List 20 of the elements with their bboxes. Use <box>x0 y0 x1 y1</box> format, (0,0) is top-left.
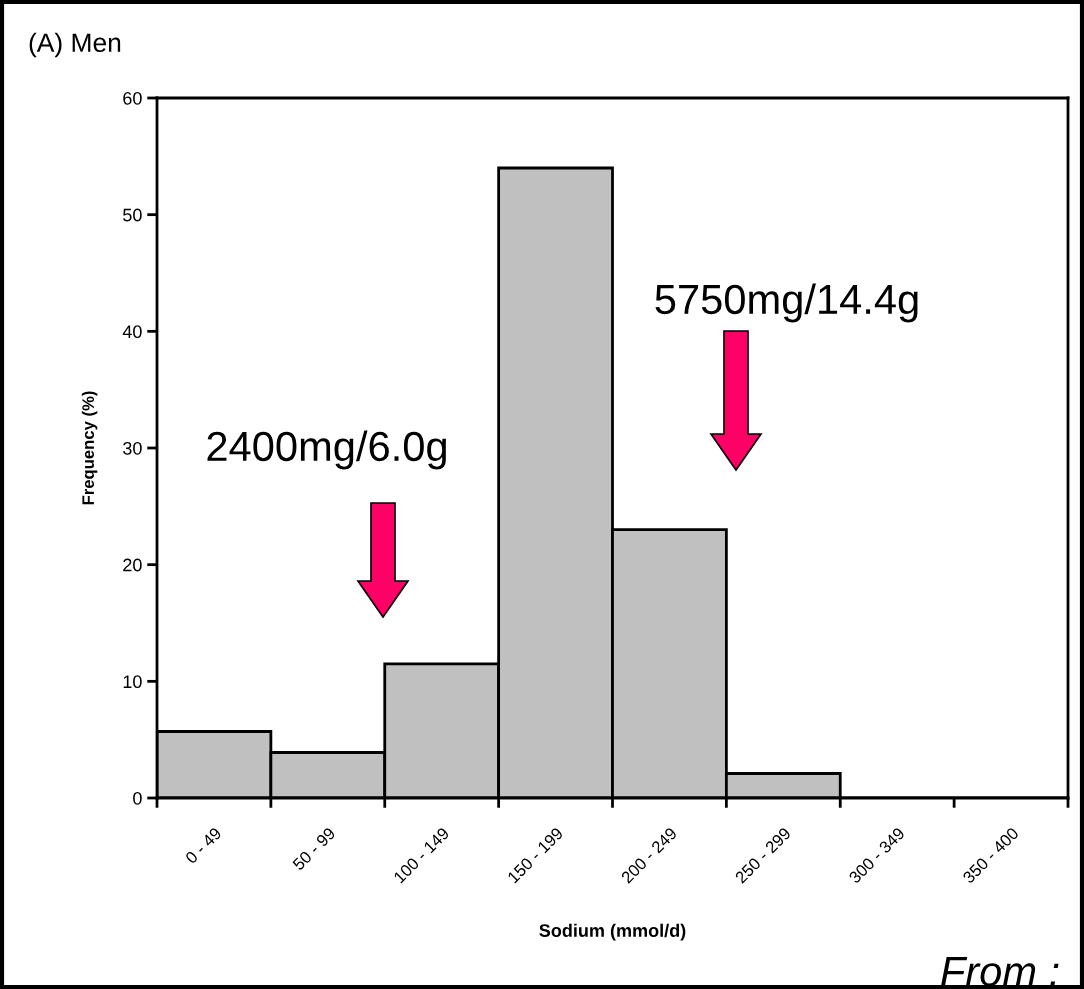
x-tick-label: 300 - 349 <box>848 826 906 884</box>
x-tick-label: 100 - 149 <box>393 826 450 884</box>
chart-title: (A) Men <box>29 32 121 58</box>
y-tick-label: 50 <box>123 208 142 222</box>
y-tick-label: 60 <box>123 91 142 105</box>
annotation: 5750mg/14.4g <box>655 283 918 323</box>
x-axis-title: Sodium (mmol/d) <box>539 923 686 941</box>
y-tick-label: 20 <box>123 558 142 572</box>
x-tick-label: 350 - 400 <box>962 826 1020 884</box>
y-tick-label: 10 <box>123 675 142 689</box>
x-tick-label: 0 - 49 <box>184 826 223 865</box>
x-tick-label: 50 - 99 <box>291 826 336 871</box>
y-tick-label: 0 <box>133 791 142 805</box>
y-axis-title: Frequency (%) <box>81 391 98 505</box>
y-tick-label: 30 <box>123 441 142 455</box>
y-tick-label: 40 <box>122 325 142 339</box>
x-tick-label: 150 - 199 <box>506 826 564 884</box>
x-tick-label: 250 - 299 <box>734 826 792 884</box>
x-tick-label: 200 - 249 <box>620 826 678 884</box>
annotation: 2400mg/6.0g <box>207 430 446 470</box>
